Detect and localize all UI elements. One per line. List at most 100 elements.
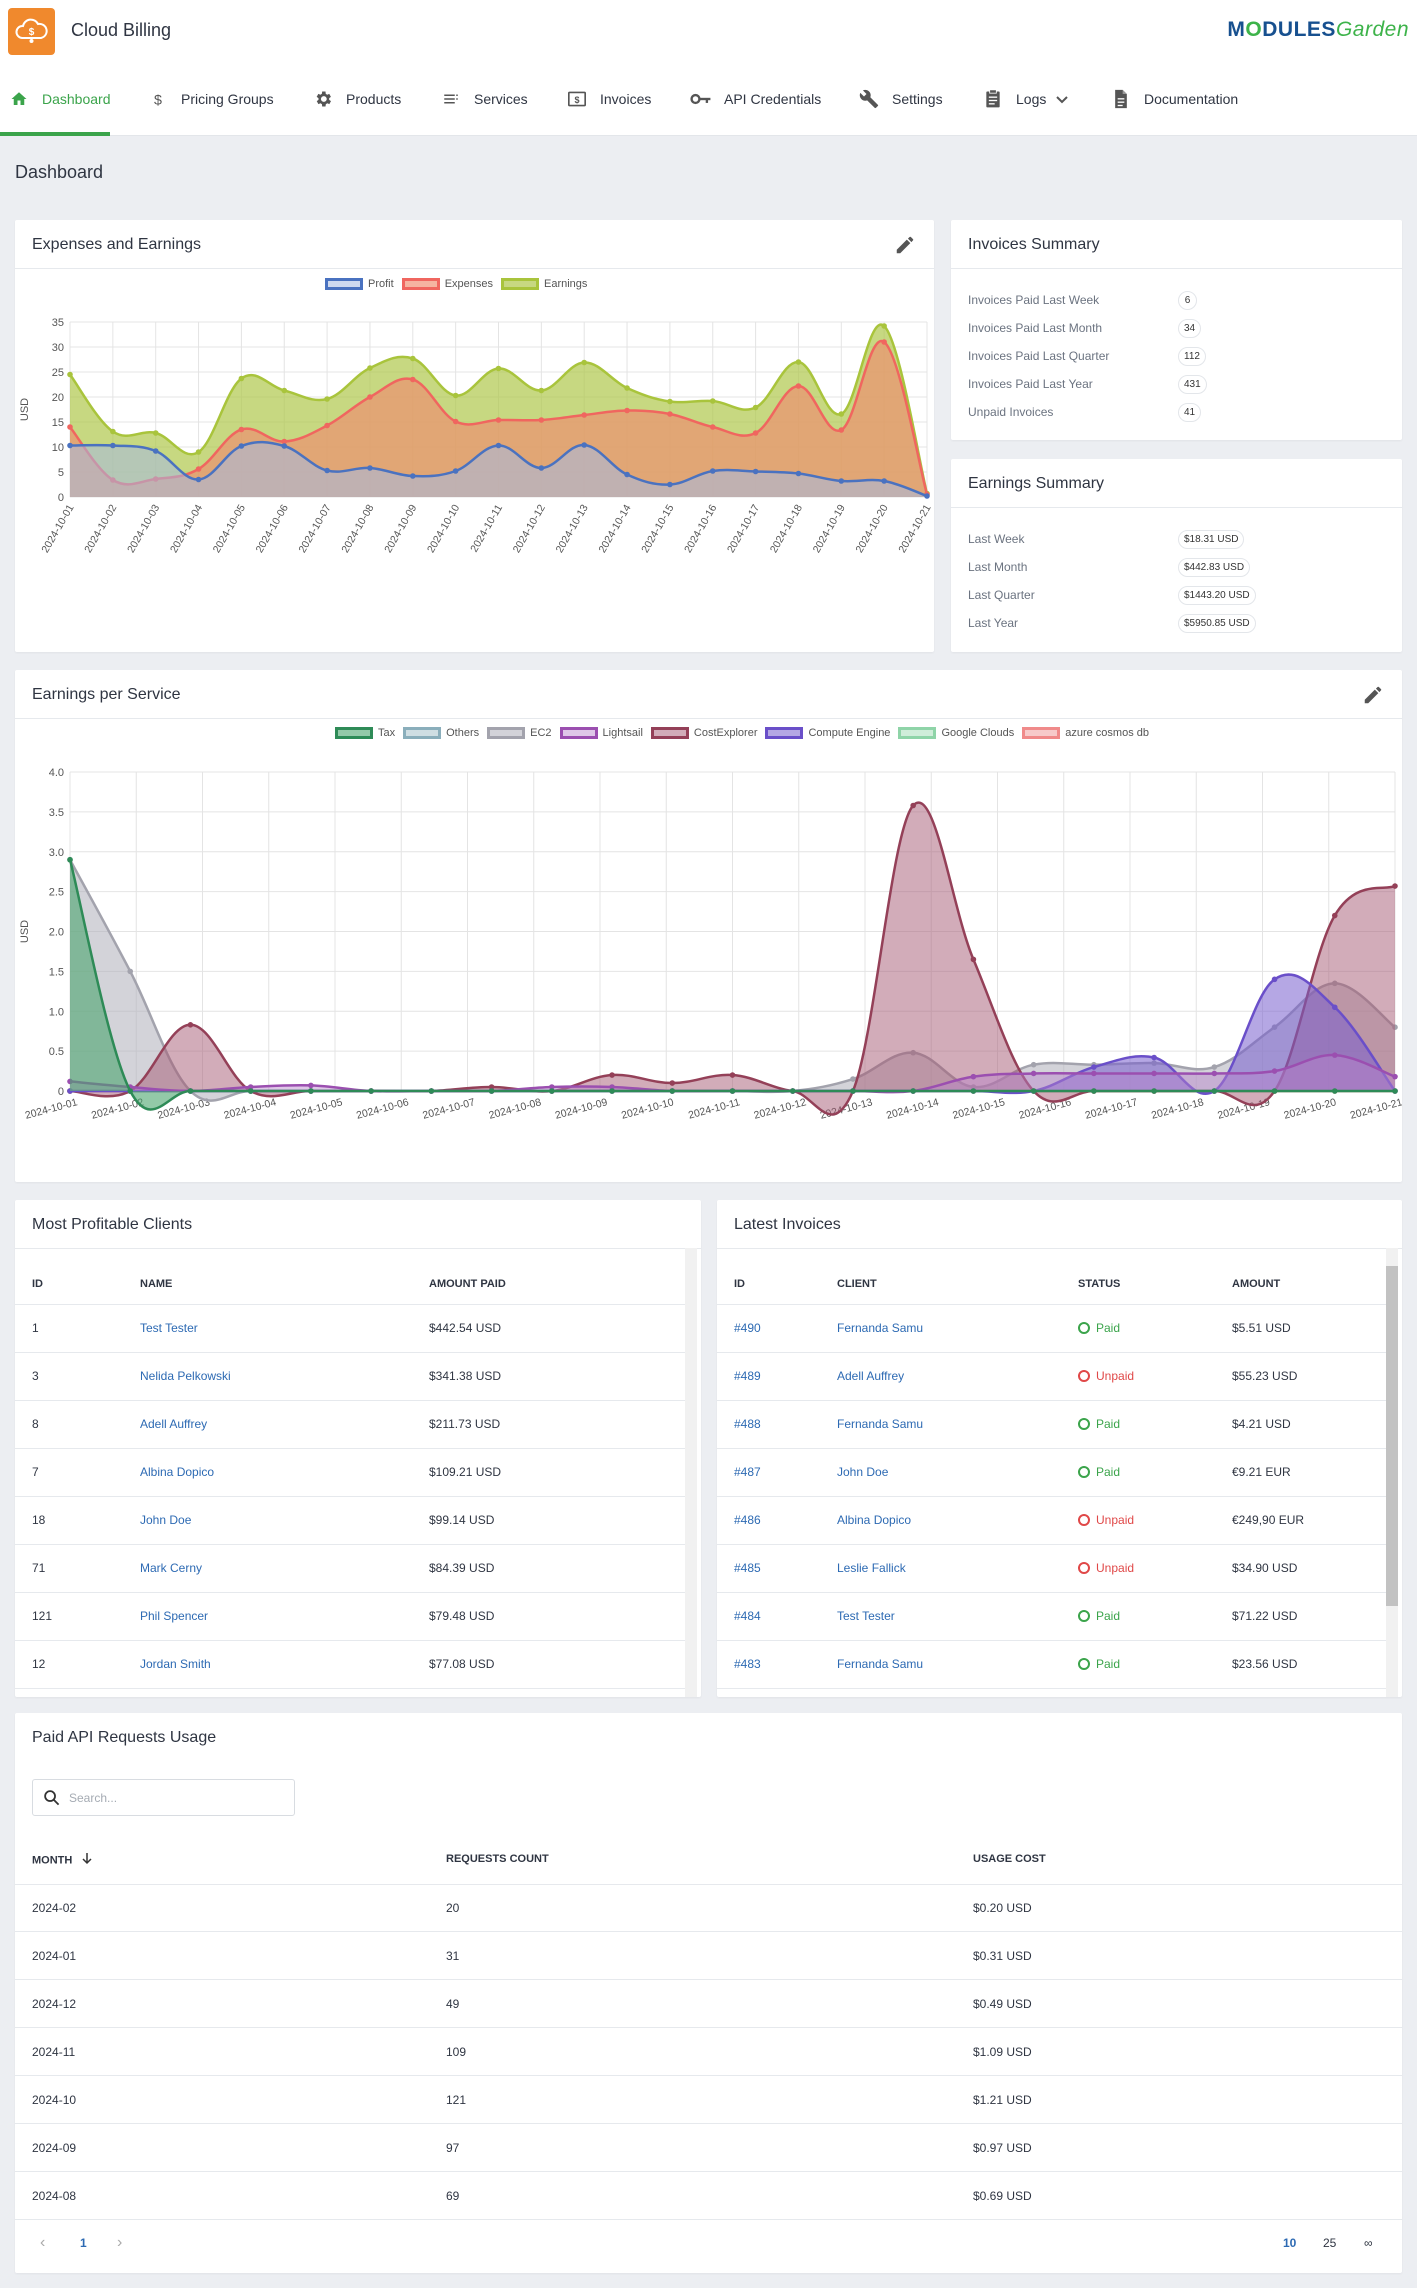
data-point[interactable] (667, 481, 673, 488)
data-point[interactable] (549, 1084, 555, 1090)
data-point[interactable] (187, 1022, 194, 1028)
client-name-link[interactable]: Nelida Pelkowski (140, 1369, 231, 1383)
table-row[interactable]: 121 Phil Spencer $79.48 USD (15, 1592, 685, 1640)
data-point[interactable] (970, 1088, 977, 1094)
client-name-link[interactable]: John Doe (140, 1513, 192, 1527)
table-row[interactable]: 2024-12 49 $0.49 USD (15, 1980, 1402, 2028)
data-point[interactable] (538, 387, 545, 394)
column-header[interactable]: USAGE COST (973, 1853, 1046, 1865)
data-point[interactable] (624, 407, 630, 414)
data-point[interactable] (367, 365, 373, 371)
data-point[interactable] (452, 468, 459, 474)
data-point[interactable] (1151, 1088, 1157, 1094)
table-row[interactable]: 3 Nelida Pelkowski $341.38 USD (15, 1352, 685, 1400)
table-row[interactable]: 2024-09 97 $0.97 USD (15, 2124, 1402, 2172)
client-name-link[interactable]: Fernanda Samu (837, 1321, 924, 1335)
invoice-id-link[interactable]: #490 (734, 1321, 761, 1335)
data-point[interactable] (195, 449, 202, 455)
table-row[interactable]: 18 John Doe $99.14 USD (15, 1496, 685, 1544)
client-name-link[interactable]: Fernanda Samu (837, 1657, 924, 1671)
data-point[interactable] (195, 466, 202, 472)
data-point[interactable] (308, 1082, 314, 1089)
data-point[interactable] (881, 323, 887, 329)
data-point[interactable] (1392, 1088, 1398, 1094)
nav-api-credentials[interactable]: API Credentials (690, 88, 821, 110)
data-point[interactable] (67, 442, 73, 449)
data-point[interactable] (924, 493, 930, 499)
invoice-id-link[interactable]: #487 (734, 1465, 761, 1479)
data-point[interactable] (1331, 1004, 1338, 1011)
scrollbar[interactable] (685, 1248, 697, 1697)
next-page-button[interactable]: › (117, 2234, 123, 2251)
table-row[interactable]: 1 Test Tester $442.54 USD (15, 1304, 685, 1352)
table-row[interactable]: 71 Mark Cerny $84.39 USD (15, 1544, 685, 1592)
data-point[interactable] (624, 385, 630, 391)
table-row[interactable]: #484 Test Tester Paid $71.22 USD (717, 1592, 1386, 1640)
nav-dashboard[interactable]: Dashboard (8, 88, 111, 110)
data-point[interactable] (127, 1088, 134, 1094)
column-header[interactable]: REQUESTS COUNT (446, 1853, 549, 1865)
data-point[interactable] (238, 375, 245, 382)
data-point[interactable] (410, 376, 416, 383)
data-point[interactable] (752, 468, 759, 475)
data-point[interactable] (709, 468, 716, 474)
nav-pricing-groups[interactable]: $ Pricing Groups (147, 88, 274, 110)
data-point[interactable] (152, 448, 159, 454)
legend-item[interactable]: Compute Engine (765, 727, 890, 739)
client-name-link[interactable]: Test Tester (837, 1609, 895, 1623)
client-name-link[interactable]: Mark Cerny (140, 1561, 203, 1575)
data-point[interactable] (127, 968, 134, 975)
data-point[interactable] (488, 1088, 495, 1094)
data-point[interactable] (1030, 1070, 1037, 1077)
data-point[interactable] (281, 443, 288, 449)
column-header[interactable]: STATUS (1078, 1278, 1121, 1290)
nav-invoices[interactable]: $ Invoices (566, 88, 651, 110)
data-point[interactable] (881, 478, 887, 484)
data-point[interactable] (1271, 976, 1278, 983)
client-name-link[interactable]: Fernanda Samu (837, 1417, 924, 1431)
data-point[interactable] (367, 465, 373, 471)
table-row[interactable]: 2024-11 109 $1.09 USD (15, 2028, 1402, 2076)
client-name-link[interactable]: Adell Auffrey (837, 1369, 905, 1383)
invoice-id-link[interactable]: #486 (734, 1513, 761, 1527)
data-point[interactable] (67, 424, 73, 430)
data-point[interactable] (1271, 1088, 1278, 1094)
data-point[interactable] (1331, 1052, 1338, 1058)
data-point[interactable] (729, 1072, 736, 1078)
data-point[interactable] (795, 470, 802, 477)
pencil-icon[interactable] (1362, 684, 1384, 706)
data-point[interactable] (1392, 1073, 1398, 1080)
data-point[interactable] (669, 1088, 676, 1094)
invoice-id-link[interactable]: #488 (734, 1417, 761, 1431)
data-point[interactable] (452, 392, 459, 399)
data-point[interactable] (789, 1088, 796, 1094)
invoice-id-link[interactable]: #483 (734, 1657, 761, 1671)
data-point[interactable] (324, 396, 330, 402)
data-point[interactable] (669, 1080, 676, 1086)
data-point[interactable] (1392, 883, 1398, 889)
legend-item[interactable]: Lightsail (559, 727, 643, 739)
data-point[interactable] (281, 387, 288, 394)
table-row[interactable]: 2024-02 20 $0.20 USD (15, 1884, 1402, 1932)
data-point[interactable] (195, 476, 202, 483)
data-point[interactable] (324, 422, 330, 429)
client-name-link[interactable]: John Doe (837, 1465, 889, 1479)
data-point[interactable] (1331, 912, 1338, 919)
data-point[interactable] (324, 467, 330, 474)
data-point[interactable] (110, 442, 116, 449)
search-field[interactable] (32, 1779, 295, 1816)
page-1-button[interactable]: 1 (80, 2236, 87, 2250)
data-point[interactable] (838, 478, 845, 484)
app-logo[interactable]: $ (8, 8, 55, 55)
data-point[interactable] (1091, 1088, 1097, 1094)
data-point[interactable] (970, 956, 977, 963)
client-name-link[interactable]: Albina Dopico (837, 1513, 912, 1527)
data-point[interactable] (667, 398, 673, 405)
data-point[interactable] (795, 383, 802, 389)
data-point[interactable] (281, 438, 288, 445)
table-row[interactable]: 12 Jordan Smith $77.08 USD (15, 1640, 685, 1688)
data-point[interactable] (609, 1072, 615, 1078)
data-point[interactable] (1211, 1088, 1218, 1094)
data-point[interactable] (795, 359, 802, 365)
data-point[interactable] (838, 427, 845, 433)
